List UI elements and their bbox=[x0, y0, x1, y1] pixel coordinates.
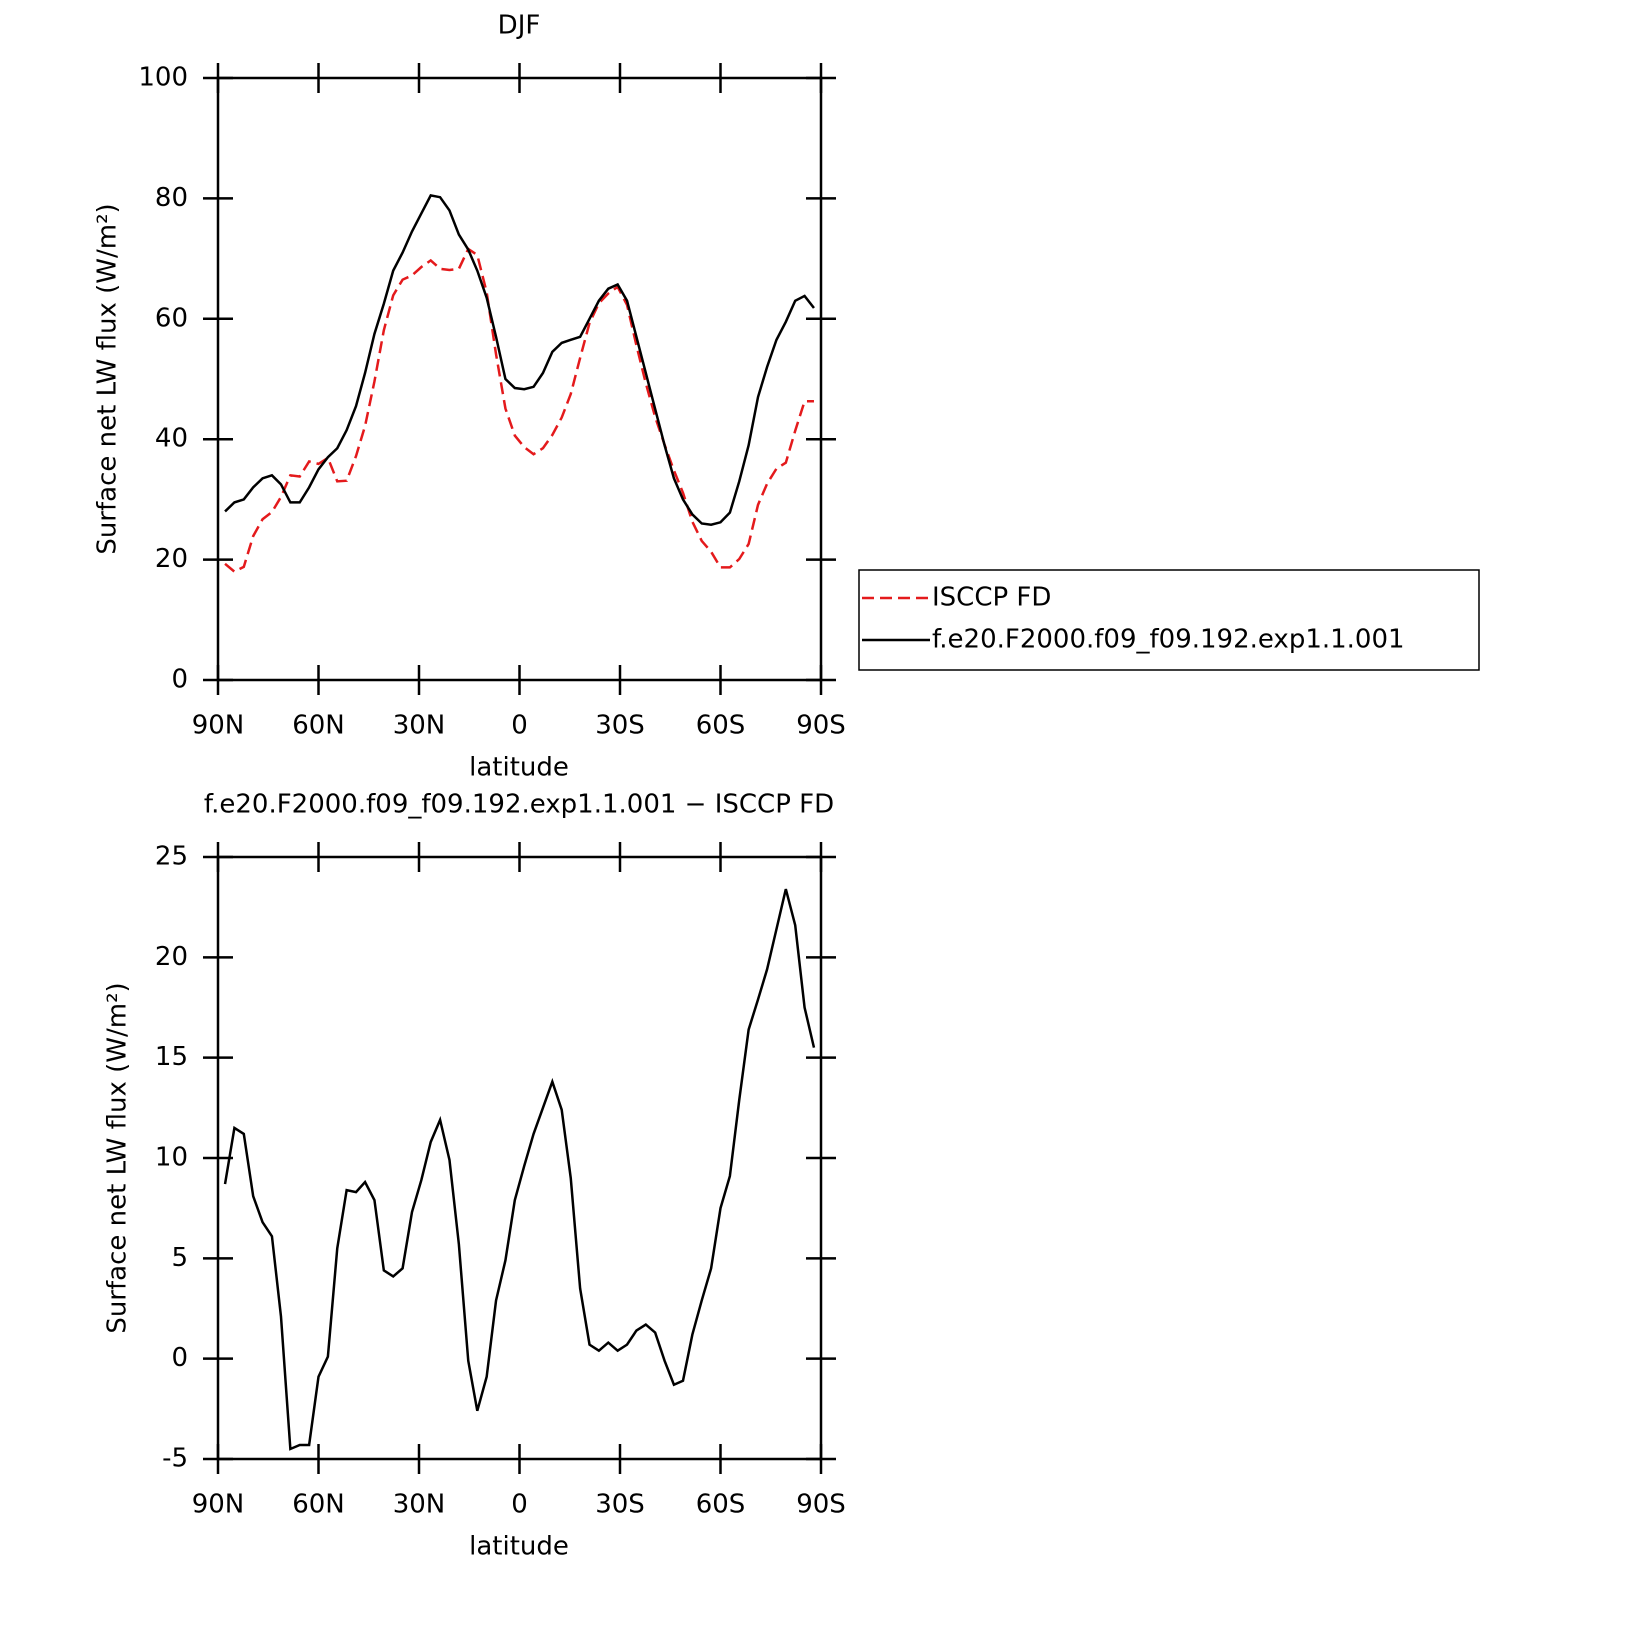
plot-frame bbox=[216, 855, 823, 1461]
x-tick-label: 90N bbox=[192, 711, 245, 741]
y-tick-label: 15 bbox=[155, 1042, 188, 1072]
plot-frame bbox=[216, 76, 823, 682]
legend-label: f.e20.F2000.f09_f09.192.exp1.1.001 bbox=[932, 625, 1405, 655]
chart-title: DJF bbox=[498, 11, 541, 41]
legend-box bbox=[858, 569, 1480, 671]
x-tick-label: 30S bbox=[595, 711, 645, 741]
x-tick-label: 30N bbox=[393, 711, 446, 741]
y-tick-label: 0 bbox=[171, 1343, 188, 1373]
y-tick-label: 25 bbox=[155, 842, 188, 872]
x-tick-label: 90N bbox=[192, 1490, 245, 1520]
x-tick-label: 90S bbox=[796, 1490, 846, 1520]
y-tick-label: 0 bbox=[171, 665, 188, 695]
y-tick-label: 80 bbox=[155, 183, 188, 213]
y-tick-label: 20 bbox=[155, 942, 188, 972]
y-tick-label: 10 bbox=[155, 1143, 188, 1173]
x-tick-label: 60N bbox=[292, 711, 345, 741]
chart-title: f.e20.F2000.f09_f09.192.exp1.1.001 − ISC… bbox=[204, 790, 834, 820]
y-tick-label: -5 bbox=[162, 1444, 188, 1474]
y-tick-label: 100 bbox=[138, 63, 188, 93]
y-axis-label: Surface net LW flux (W/m²) bbox=[103, 982, 133, 1333]
x-tick-label: 0 bbox=[511, 1490, 528, 1520]
y-tick-label: 60 bbox=[155, 303, 188, 333]
x-tick-label: 90S bbox=[796, 711, 846, 741]
y-tick-label: 5 bbox=[171, 1243, 188, 1273]
legend-label: ISCCP FD bbox=[932, 583, 1051, 613]
x-tick-label: 60S bbox=[696, 1490, 746, 1520]
x-axis-label: latitude bbox=[469, 753, 569, 783]
x-axis-label: latitude bbox=[469, 1532, 569, 1562]
y-axis-label: Surface net LW flux (W/m²) bbox=[93, 203, 123, 554]
y-tick-label: 20 bbox=[155, 544, 188, 574]
x-tick-label: 30S bbox=[595, 1490, 645, 1520]
y-tick-label: 40 bbox=[155, 424, 188, 454]
data-line bbox=[224, 193, 815, 526]
x-tick-label: 60N bbox=[292, 1490, 345, 1520]
x-tick-label: 0 bbox=[511, 711, 528, 741]
data-line bbox=[224, 247, 814, 574]
x-tick-label: 30N bbox=[393, 1490, 446, 1520]
data-line bbox=[223, 888, 816, 1451]
x-tick-label: 60S bbox=[696, 711, 746, 741]
